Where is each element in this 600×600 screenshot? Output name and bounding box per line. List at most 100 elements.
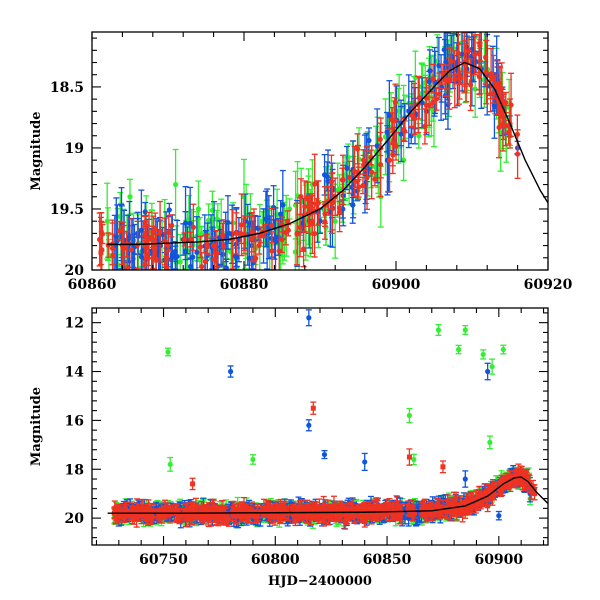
data-point bbox=[166, 207, 172, 213]
data-point bbox=[181, 236, 188, 243]
data-point bbox=[190, 254, 196, 260]
data-point bbox=[392, 99, 399, 105]
data-point bbox=[315, 200, 322, 206]
data-point bbox=[430, 76, 436, 82]
data-point bbox=[283, 229, 289, 235]
data-point bbox=[211, 242, 217, 249]
data-point bbox=[204, 241, 210, 247]
data-point bbox=[430, 99, 436, 105]
data-point bbox=[167, 461, 173, 467]
plot-area bbox=[107, 309, 548, 530]
data-point bbox=[226, 230, 232, 236]
x-tick-label: 60860 bbox=[68, 277, 117, 293]
data-point bbox=[309, 218, 315, 224]
data-point bbox=[344, 165, 350, 171]
data-point bbox=[220, 232, 226, 239]
data-point bbox=[177, 259, 183, 265]
data-point bbox=[360, 182, 366, 189]
data-point bbox=[214, 251, 220, 257]
data-point bbox=[124, 265, 130, 270]
data-point bbox=[350, 202, 356, 208]
panel-top: 60860 60880 60900 60920 18.5 19 19.5 20 Magnitud… bbox=[29, 31, 573, 293]
data-point bbox=[472, 86, 478, 92]
data-point bbox=[406, 412, 413, 419]
data-point bbox=[197, 244, 204, 250]
data-point bbox=[411, 456, 417, 463]
data-point bbox=[206, 217, 212, 223]
data-point bbox=[142, 209, 148, 215]
data-point bbox=[269, 223, 275, 229]
data-point bbox=[194, 249, 200, 255]
data-point bbox=[187, 220, 193, 226]
data-point bbox=[324, 173, 330, 180]
data-point bbox=[263, 216, 269, 222]
data-point bbox=[271, 236, 277, 243]
data-point bbox=[278, 211, 284, 217]
data-point bbox=[246, 255, 252, 261]
data-point bbox=[488, 91, 494, 97]
y-tick-label: 18.5 bbox=[50, 80, 84, 96]
data-point bbox=[426, 78, 432, 85]
data-point bbox=[462, 327, 468, 333]
data-point bbox=[337, 186, 343, 192]
data-point bbox=[116, 228, 123, 234]
data-point bbox=[188, 236, 194, 243]
data-point bbox=[157, 229, 163, 235]
data-point bbox=[169, 251, 175, 258]
y-tick-label: 19 bbox=[65, 141, 84, 157]
data-point bbox=[416, 133, 422, 139]
data-point bbox=[369, 169, 375, 175]
data-point bbox=[392, 118, 398, 124]
data-point bbox=[480, 351, 486, 358]
plot-area bbox=[96, 32, 548, 280]
y-axis-title: Magnitude bbox=[29, 111, 44, 190]
data-point bbox=[390, 152, 396, 158]
data-point bbox=[269, 248, 275, 254]
data-point bbox=[238, 230, 244, 237]
data-point bbox=[233, 230, 239, 236]
data-point bbox=[297, 224, 303, 230]
data-point bbox=[472, 52, 478, 58]
data-point bbox=[337, 209, 343, 215]
data-point bbox=[142, 230, 148, 236]
data-point bbox=[162, 275, 167, 280]
data-point bbox=[225, 219, 231, 226]
data-point bbox=[312, 181, 318, 187]
x-tick-label: 60920 bbox=[524, 277, 573, 293]
data-point bbox=[455, 346, 462, 353]
y-tick-label: 20 bbox=[65, 263, 85, 279]
data-point bbox=[332, 218, 338, 224]
data-point bbox=[199, 263, 205, 270]
data-point bbox=[339, 177, 345, 183]
data-point bbox=[165, 349, 171, 355]
data-point bbox=[386, 112, 392, 119]
data-point bbox=[503, 99, 509, 106]
data-point bbox=[168, 223, 175, 229]
data-point bbox=[97, 236, 103, 243]
data-point bbox=[294, 231, 300, 237]
data-point bbox=[436, 91, 442, 97]
data-point bbox=[364, 175, 370, 181]
data-point bbox=[256, 242, 262, 249]
data-point bbox=[443, 59, 449, 65]
data-point bbox=[489, 364, 495, 370]
data-point bbox=[466, 47, 472, 54]
data-point bbox=[452, 76, 458, 82]
data-point bbox=[487, 439, 493, 445]
data-point bbox=[202, 259, 208, 265]
data-point bbox=[127, 194, 133, 200]
data-point bbox=[173, 181, 179, 188]
data-point bbox=[499, 110, 505, 117]
data-point bbox=[250, 456, 256, 463]
data-point bbox=[128, 247, 134, 253]
x-tick-label: 60880 bbox=[220, 277, 269, 293]
data-point bbox=[104, 218, 110, 224]
data-point bbox=[151, 245, 157, 251]
data-point bbox=[483, 54, 489, 60]
data-point bbox=[366, 137, 372, 144]
data-point bbox=[372, 176, 378, 182]
data-point bbox=[346, 174, 353, 180]
data-point bbox=[164, 266, 170, 270]
data-point bbox=[211, 256, 218, 262]
